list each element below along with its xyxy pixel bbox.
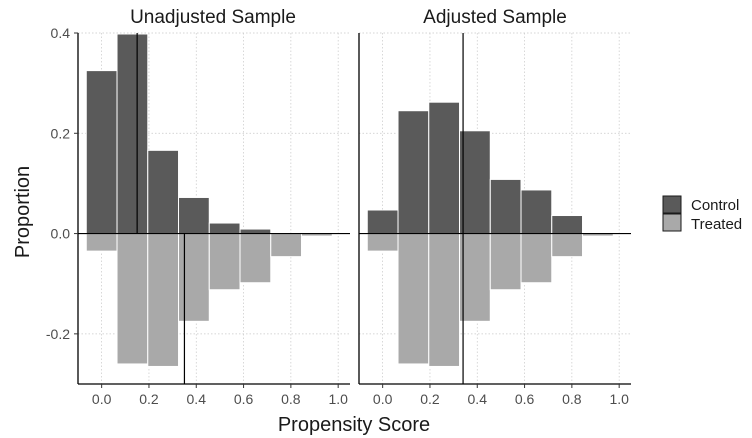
- x-tick-label: 0.6: [515, 391, 535, 407]
- x-axis-ticks: 0.0 0.2 0.4 0.6 0.8 1.0 0.0 0.2 0.4 0.6 0.8 1.0: [92, 384, 629, 407]
- panel-title-unadjusted: Unadjusted Sample: [130, 7, 296, 28]
- treated-bar: [147, 233, 180, 367]
- treated-bar: [366, 233, 399, 252]
- x-tick-label: 0.0: [373, 391, 393, 407]
- control-bar: [366, 209, 399, 235]
- x-tick-label: 0.6: [234, 391, 254, 407]
- panel-title-adjusted: Adjusted Sample: [423, 7, 567, 28]
- treated-bar: [397, 233, 430, 365]
- control-bar: [520, 189, 553, 235]
- y-tick-label: 0.0: [51, 226, 71, 242]
- control-bar: [428, 101, 461, 235]
- legend-label-control: Control: [691, 197, 739, 214]
- treated-bar: [85, 233, 118, 252]
- x-tick-label: 0.0: [92, 391, 112, 407]
- y-axis-ticks: -0.2 0.0 0.2 0.4: [46, 25, 78, 342]
- treated-bar: [208, 233, 241, 291]
- treated-bar: [116, 233, 149, 365]
- treated-bar: [178, 233, 210, 322]
- control-bar: [178, 196, 210, 235]
- x-tick-label: 0.4: [187, 391, 207, 407]
- y-axis-title: Proportion: [12, 166, 34, 258]
- treated-bar: [489, 233, 522, 291]
- control-bar: [239, 228, 272, 235]
- control-bar: [489, 178, 522, 235]
- x-tick-label: 0.4: [468, 391, 488, 407]
- treated-bar: [551, 233, 584, 258]
- x-tick-label: 1.0: [609, 391, 629, 407]
- control-bar: [459, 130, 491, 235]
- control-bar: [116, 33, 149, 235]
- x-tick-label: 0.8: [562, 391, 582, 407]
- control-bar: [208, 222, 241, 235]
- treated-bar: [459, 233, 491, 322]
- control-bar: [397, 110, 430, 235]
- treated-bar: [428, 233, 461, 367]
- control-bar: [147, 149, 180, 235]
- control-bar: [551, 215, 584, 235]
- legend-label-treated: Treated: [691, 216, 742, 233]
- treated-bar: [239, 233, 272, 284]
- treated-bar: [520, 233, 553, 284]
- legend-swatch-treated: [662, 213, 682, 232]
- panel-adjusted: [358, 32, 631, 385]
- y-tick-label: 0.4: [51, 25, 71, 41]
- x-axis-title: Propensity Score: [278, 414, 430, 436]
- treated-bar: [270, 233, 303, 258]
- x-tick-label: 1.0: [328, 391, 348, 407]
- y-tick-label: 0.2: [51, 125, 71, 141]
- legend: Control Treated: [662, 195, 742, 233]
- x-tick-label: 0.8: [281, 391, 301, 407]
- legend-swatch-control: [662, 195, 682, 214]
- control-bar: [85, 70, 118, 235]
- panel-unadjusted: [77, 32, 350, 385]
- x-tick-label: 0.2: [420, 391, 440, 407]
- x-tick-label: 0.2: [139, 391, 159, 407]
- y-tick-label: -0.2: [46, 326, 70, 342]
